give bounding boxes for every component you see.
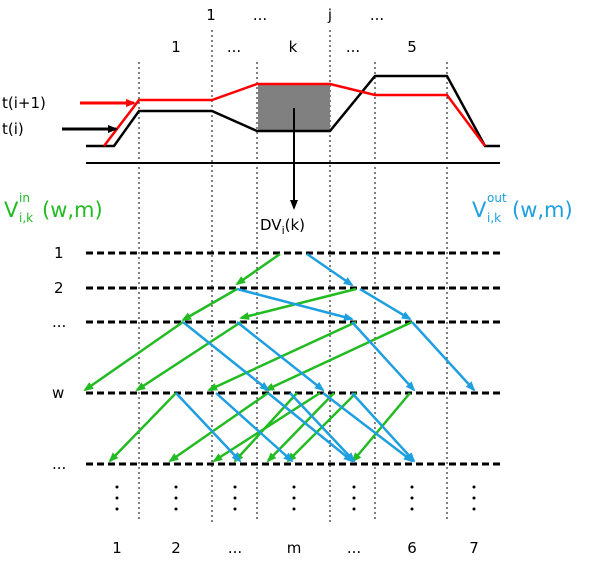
blue-arrow: [351, 321, 416, 392]
segment-label-5: 5: [407, 38, 417, 56]
trajectory-next: [103, 82, 487, 147]
segment-row: 1 ... k ... 5: [171, 38, 417, 56]
vertical-ellipsis: [472, 485, 476, 511]
svg-text:i,k: i,k: [487, 211, 501, 225]
blue-arrow: [411, 321, 476, 392]
green-arrow: [83, 320, 184, 392]
index-label-dots-2: ...: [370, 6, 384, 24]
vertical-ellipsis: [233, 485, 237, 511]
blue-arrow: [215, 392, 294, 463]
svg-text:out: out: [487, 191, 507, 205]
row-label-w: w: [52, 384, 64, 402]
row-label-2: 2: [54, 279, 64, 297]
green-arrow: [264, 320, 413, 392]
blue-arrow: [359, 287, 412, 321]
vertical-ellipses: [115, 485, 476, 511]
green-arrow: [239, 287, 357, 320]
green-arrow: [207, 320, 357, 392]
column-label-dots-2: ...: [347, 539, 361, 557]
svg-text:(w,m): (w,m): [42, 198, 103, 222]
row-label-dots-1: ...: [52, 313, 66, 331]
column-label-7: 7: [469, 539, 479, 557]
top-index-row: 1 ... j ...: [206, 6, 384, 24]
vertical-ellipsis: [352, 485, 356, 511]
segment-label-1: 1: [171, 38, 181, 56]
column-separators: [138, 30, 448, 522]
value-out-label: V out i,k (w,m): [472, 191, 573, 225]
blue-arrow: [236, 287, 354, 321]
index-label-j: j: [327, 6, 332, 24]
green-arrow: [181, 287, 238, 322]
blue-arrow: [236, 321, 325, 392]
green-arrow: [168, 391, 269, 463]
index-label-dots-1: ...: [253, 6, 267, 24]
svg-text:i,k: i,k: [19, 211, 33, 225]
blue-arrow: [351, 392, 416, 463]
svg-text:(w,m): (w,m): [512, 198, 573, 222]
row-label-dots-2: ...: [52, 455, 66, 473]
column-labels: 1 2 ... m ... 6 7: [112, 539, 479, 557]
green-arrow: [235, 252, 281, 286]
segment-label-dots-2: ...: [346, 38, 360, 56]
blue-arrows: [175, 252, 476, 463]
vertical-ellipsis: [115, 485, 119, 511]
vertical-ellipsis: [174, 485, 178, 511]
column-label-6: 6: [407, 539, 417, 557]
blue-arrow: [267, 392, 354, 463]
value-in-label: V in i,k (w,m): [4, 191, 103, 225]
blue-arrow: [175, 392, 242, 463]
segment-label-dots-1: ...: [227, 38, 241, 56]
svg-text:V: V: [472, 198, 487, 222]
row-label-1: 1: [54, 244, 64, 262]
blue-arrow: [306, 252, 354, 287]
svg-text:V: V: [4, 198, 19, 222]
blue-arrow: [289, 392, 356, 463]
next-trajectory-label: t(i+1): [2, 94, 46, 112]
column-label-dots-1: ...: [228, 539, 242, 557]
blue-arrow: [182, 321, 270, 392]
column-label-m: m: [287, 539, 302, 557]
row-labels: 1 2 ... w ...: [52, 244, 66, 473]
current-trajectory-label: t(i): [2, 120, 24, 138]
blue-arrow: [322, 392, 414, 463]
green-arrow: [135, 320, 242, 392]
row-lines: [86, 251, 500, 466]
vertical-ellipsis: [292, 485, 296, 511]
green-arrows: [83, 252, 413, 463]
green-arrow: [108, 392, 177, 463]
segment-label-k: k: [289, 38, 298, 56]
column-label-2: 2: [171, 539, 181, 557]
vertical-ellipsis: [410, 485, 414, 511]
delta-label: DVi(k): [260, 216, 305, 237]
index-label-1: 1: [206, 6, 216, 24]
column-label-1: 1: [112, 539, 122, 557]
svg-text:in: in: [19, 191, 30, 205]
